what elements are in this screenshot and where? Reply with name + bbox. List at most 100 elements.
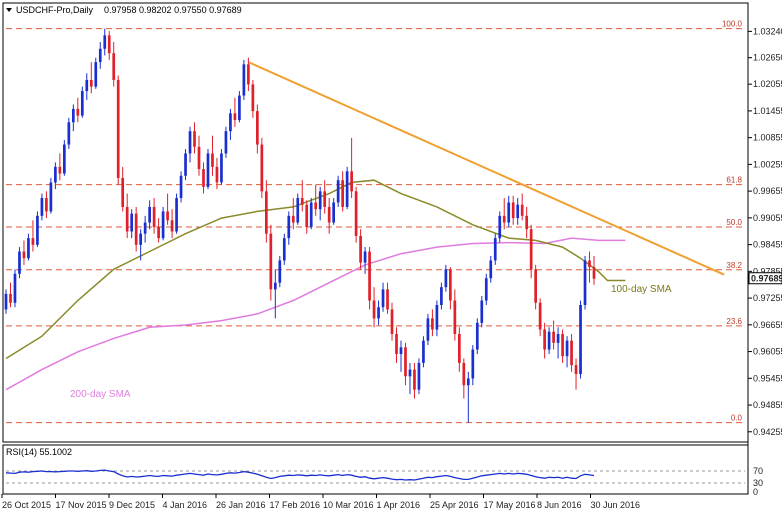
price-tick-label: 1.02055 xyxy=(753,79,782,89)
candle-body xyxy=(76,108,80,116)
candle-body xyxy=(457,333,461,363)
candle-body xyxy=(58,166,62,174)
candle-body xyxy=(4,293,8,310)
price-tick-label: 0.99655 xyxy=(753,186,782,196)
candle-body xyxy=(256,111,259,145)
candle-body xyxy=(372,300,376,319)
candle-body xyxy=(148,206,151,223)
candle-body xyxy=(547,331,551,350)
candle-body xyxy=(327,206,331,223)
candle-body xyxy=(493,238,497,261)
rsi-group: 70 300 xyxy=(5,466,763,497)
candle-body xyxy=(211,153,214,167)
candle-body xyxy=(247,64,250,85)
price-tick-label: 0.94255 xyxy=(753,427,782,437)
candle-body xyxy=(570,340,573,366)
price-tick-label: 0.99055 xyxy=(753,213,782,223)
candle-body xyxy=(220,153,223,183)
candle-body xyxy=(426,318,430,341)
candle-body xyxy=(318,191,322,210)
candle-body xyxy=(386,289,389,310)
candle-body xyxy=(498,215,502,239)
candle-body xyxy=(449,269,452,301)
candles-group xyxy=(4,28,596,423)
candle-body xyxy=(579,304,582,375)
candle-body xyxy=(336,180,340,203)
candle-body xyxy=(103,35,107,49)
current-price-label: 0.97689 xyxy=(751,274,782,284)
candle-body xyxy=(323,191,327,207)
candle-body xyxy=(538,302,542,330)
time-tick-label: 30 Jun 2016 xyxy=(591,500,641,510)
candle-body xyxy=(206,153,210,187)
candle-body xyxy=(345,171,349,207)
resistance-trendline xyxy=(247,61,725,276)
candle-body xyxy=(287,215,291,239)
candle-body xyxy=(260,144,264,192)
candle-body xyxy=(157,227,160,239)
sma200-label: 200-day SMA xyxy=(70,389,131,400)
candle-body xyxy=(399,347,403,355)
candle-body xyxy=(273,282,277,290)
candle-body xyxy=(282,238,286,261)
price-tick-label: 1.02650 xyxy=(753,53,782,63)
time-tick-label: 17 Nov 2015 xyxy=(56,500,107,510)
time-tick-label: 26 Jan 2016 xyxy=(216,500,266,510)
candle-body xyxy=(121,177,125,207)
candle-body xyxy=(107,35,111,54)
candle-body xyxy=(462,362,466,386)
candle-body xyxy=(67,122,71,145)
candle-body xyxy=(80,91,84,116)
candle-body xyxy=(552,331,555,343)
candle-body xyxy=(489,260,493,279)
sma100-label: 100-day SMA xyxy=(611,284,672,295)
candle-body xyxy=(592,267,596,279)
candle-body xyxy=(125,206,129,232)
time-tick-label: 1 Apr 2016 xyxy=(377,500,421,510)
candle-body xyxy=(422,340,425,363)
candle-body xyxy=(341,180,344,207)
price-tick-label: 1.00255 xyxy=(753,159,782,169)
candle-body xyxy=(354,191,358,236)
candle-body xyxy=(143,222,147,234)
fib-label: 0.0 xyxy=(731,414,743,423)
symbol-label: USDCHF-Pro,Daily xyxy=(16,5,94,15)
candle-body xyxy=(516,204,520,219)
sma100-group xyxy=(5,179,626,360)
rsi-line xyxy=(5,469,595,481)
candle-body xyxy=(350,171,353,192)
candle-body xyxy=(45,198,48,212)
dropdown-arrow-icon[interactable] xyxy=(6,8,12,12)
candle-body xyxy=(202,169,205,187)
candle-body xyxy=(390,309,394,334)
candle-body xyxy=(166,211,169,221)
candle-body xyxy=(556,333,560,343)
candle-body xyxy=(296,198,300,223)
chart-header: USDCHF-Pro,Daily 0.97958 0.98202 0.97550… xyxy=(6,5,242,15)
candle-body xyxy=(94,62,98,87)
candle-body xyxy=(435,304,439,330)
candle-body xyxy=(534,269,537,303)
ohlc-values: 0.97958 0.98202 0.97550 0.97689 xyxy=(104,5,242,15)
fib-label: 61.8 xyxy=(726,176,742,185)
candle-body xyxy=(54,166,57,183)
rsi-label: RSI(14) 55.1002 xyxy=(6,447,72,457)
candle-body xyxy=(224,131,228,154)
candle-body xyxy=(565,340,569,357)
rsi-tick-label: 30 xyxy=(753,478,763,488)
candle-body xyxy=(332,202,336,223)
time-tick-label: 17 Feb 2016 xyxy=(270,500,321,510)
time-tick-label: 9 Dec 2015 xyxy=(109,500,155,510)
candle-body xyxy=(363,251,367,263)
candle-body xyxy=(40,198,44,216)
candle-body xyxy=(278,260,282,283)
candle-body xyxy=(179,175,183,199)
candle-body xyxy=(543,329,546,350)
candle-body xyxy=(583,260,587,305)
candle-body xyxy=(305,204,309,227)
price-tick-label: 0.97255 xyxy=(753,293,782,303)
candle-body xyxy=(31,238,35,245)
candle-body xyxy=(175,198,178,232)
